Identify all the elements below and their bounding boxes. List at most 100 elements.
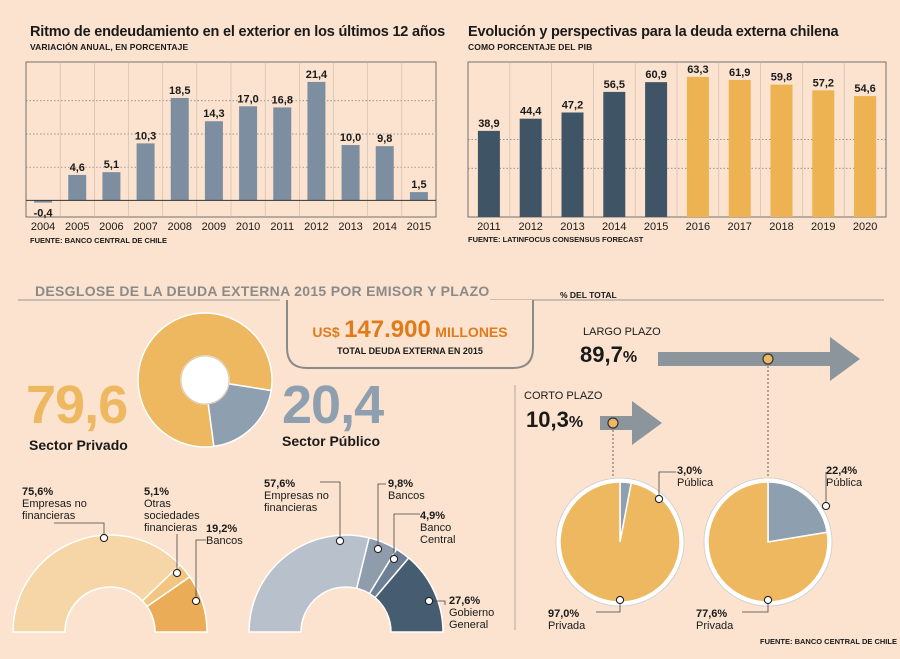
label-dot xyxy=(389,554,399,564)
label-dot xyxy=(763,595,773,605)
bar xyxy=(341,145,360,201)
label-dot xyxy=(615,595,625,605)
long-public-text: Pública xyxy=(826,477,863,489)
bar xyxy=(686,76,709,217)
tick-label: 2019 xyxy=(811,221,835,233)
public-sector-label: Sector Público xyxy=(282,433,381,449)
long-term-share: 89,7% xyxy=(580,342,637,368)
section-title: DESGLOSE DE LA DEUDA EXTERNA 2015 POR EM… xyxy=(35,283,490,299)
data-label: 59,8 xyxy=(771,72,792,84)
tick-label: 2011 xyxy=(477,221,501,233)
tick-label: 2006 xyxy=(99,221,123,233)
private-banks-text: Bancos xyxy=(206,535,243,547)
data-label: 10,3 xyxy=(135,130,156,142)
tick-label: 2015 xyxy=(407,221,431,233)
private-otherfin-text: Otras sociedades financieras xyxy=(144,498,200,534)
leader-line xyxy=(195,539,206,597)
bar xyxy=(170,97,189,201)
private-nonfinancial-label: 75,6% Empresas no financieras xyxy=(22,486,112,522)
short-private-text: Privada xyxy=(548,620,586,632)
leader-line xyxy=(377,483,386,545)
short-term-share: 10,3% xyxy=(526,407,583,433)
bar xyxy=(307,81,326,201)
tick-label: 2013 xyxy=(338,221,362,233)
bar xyxy=(409,192,428,201)
tick-label: 2009 xyxy=(202,221,226,233)
total-suffix: MILLONES xyxy=(435,324,508,340)
public-breakdown-slice xyxy=(248,534,371,633)
long-term-value: 89,7 xyxy=(580,342,623,367)
bar xyxy=(477,130,500,217)
public-government-label: 27,6% Gobierno General xyxy=(449,595,499,631)
short-term-label: CORTO PLAZO xyxy=(524,390,603,402)
tick-label: 2013 xyxy=(560,221,584,233)
label-dot xyxy=(172,568,182,578)
data-label: 60,9 xyxy=(645,69,666,81)
public-banks-label: 9,8% Bancos xyxy=(388,478,448,502)
long-private-pct: 77,6% xyxy=(696,608,728,620)
private-nonfinancial-pct: 75,6% xyxy=(22,486,54,498)
breakdown-source: FUENTE: BANCO CENTRAL DE CHILE xyxy=(760,637,897,646)
public-banks-text: Bancos xyxy=(388,490,425,502)
bar xyxy=(561,112,584,217)
short-term-slice xyxy=(559,481,681,603)
data-label: 57,2 xyxy=(813,77,834,89)
short-term-value: 10,3 xyxy=(526,407,569,432)
tick-label: 2012 xyxy=(304,221,328,233)
tick-label: 2004 xyxy=(31,221,55,233)
public-nonfinancial-label: 57,6% Empresas no financieras xyxy=(264,478,356,514)
tick-label: 2015 xyxy=(644,221,668,233)
long-term-arrow xyxy=(658,337,860,381)
data-label: 9,8 xyxy=(377,133,392,145)
bar xyxy=(812,90,835,217)
leader-line xyxy=(320,481,341,537)
private-sector-label: Sector Privado xyxy=(29,437,128,453)
total-debt-label: TOTAL DEUDA EXTERNA EN 2015 xyxy=(337,346,483,356)
label-dot xyxy=(424,596,434,606)
private-nonfinancial-text: Empresas no financieras xyxy=(22,498,87,522)
data-label: 16,8 xyxy=(272,94,293,106)
data-label: 17,0 xyxy=(237,93,258,105)
label-dot xyxy=(373,544,383,554)
long-term-slice xyxy=(707,481,829,603)
chart2-source: FUENTE: LATINFOCUS CONSENSUS FORECAST xyxy=(468,235,644,244)
private-breakdown-slice xyxy=(146,575,208,633)
public-nonfinancial-text: Empresas no financieras xyxy=(264,490,329,514)
tick-label: 2016 xyxy=(686,221,710,233)
public-banks-pct: 9,8% xyxy=(388,478,414,490)
label-dot xyxy=(335,536,345,546)
data-label: 14,3 xyxy=(203,108,224,120)
bar xyxy=(204,121,223,201)
chart2-subtitle: COMO PORCENTAJE DEL PIB xyxy=(468,42,593,52)
data-label: 10,0 xyxy=(340,132,361,144)
public-central-bank-text: Banco Central xyxy=(420,522,456,546)
leader-line xyxy=(433,600,446,605)
bar xyxy=(728,79,751,217)
bar xyxy=(603,91,626,217)
long-term-slice xyxy=(767,481,829,543)
public-government-pct: 27,6% xyxy=(449,595,481,607)
total-debt-amount: US$ 147.900 MILLONES xyxy=(290,316,530,344)
data-label: 4,6 xyxy=(70,162,85,174)
donut-hole xyxy=(180,355,230,405)
bar xyxy=(102,172,121,201)
data-label: 1,5 xyxy=(411,179,426,191)
chart2-title: Evolución y perspectivas para la deuda e… xyxy=(468,24,839,40)
tick-label: 2008 xyxy=(168,221,192,233)
short-private-pct: 97,0% xyxy=(548,608,580,620)
private-otherfin-pct: 5,1% xyxy=(144,486,170,498)
long-term-marker xyxy=(762,353,774,365)
tick-label: 2012 xyxy=(518,221,542,233)
chart1-subtitle: VARIACIÓN ANUAL, EN PORCENTAJE xyxy=(30,42,189,52)
bar xyxy=(854,96,877,217)
data-label: 38,9 xyxy=(478,118,499,130)
section-unit: % DEL TOTAL xyxy=(560,290,617,300)
long-public-pct: 22,4% xyxy=(826,465,858,477)
bar xyxy=(273,107,292,201)
tick-label: 2018 xyxy=(769,221,793,233)
bar xyxy=(239,106,258,201)
label-dot xyxy=(654,494,664,504)
chart1-source: FUENTE: BANCO CENTRAL DE CHILE xyxy=(30,236,167,245)
bar xyxy=(375,146,394,201)
public-breakdown-slice xyxy=(374,556,444,633)
